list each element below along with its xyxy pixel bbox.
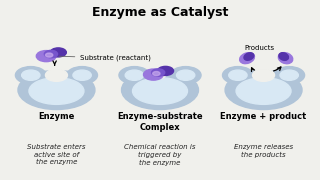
Ellipse shape: [278, 53, 293, 64]
Text: Enzyme + product: Enzyme + product: [220, 112, 307, 121]
Ellipse shape: [132, 78, 188, 104]
Ellipse shape: [279, 53, 288, 60]
Ellipse shape: [29, 78, 84, 104]
Circle shape: [170, 67, 201, 84]
Circle shape: [252, 69, 275, 81]
Ellipse shape: [225, 71, 302, 109]
Text: Enzyme-substrate
Complex: Enzyme-substrate Complex: [117, 112, 203, 132]
Circle shape: [177, 70, 195, 80]
Circle shape: [22, 70, 40, 80]
Ellipse shape: [244, 53, 254, 60]
Circle shape: [229, 70, 247, 80]
Circle shape: [45, 69, 68, 81]
Circle shape: [119, 67, 150, 84]
Ellipse shape: [240, 53, 254, 64]
Circle shape: [45, 53, 53, 57]
Text: Products: Products: [245, 45, 275, 51]
Circle shape: [152, 69, 165, 76]
Circle shape: [125, 70, 143, 80]
Ellipse shape: [18, 71, 95, 109]
Circle shape: [222, 67, 253, 84]
Text: Substrate enters
active site of
the enzyme: Substrate enters active site of the enzy…: [27, 144, 86, 165]
Text: Enzyme releases
the products: Enzyme releases the products: [234, 144, 293, 158]
Circle shape: [155, 72, 165, 78]
Ellipse shape: [122, 71, 198, 109]
Circle shape: [143, 69, 163, 80]
Circle shape: [50, 48, 66, 57]
Circle shape: [15, 67, 46, 84]
Circle shape: [157, 66, 173, 75]
Circle shape: [274, 67, 305, 84]
Circle shape: [73, 70, 91, 80]
Circle shape: [67, 67, 98, 84]
Circle shape: [280, 70, 298, 80]
Text: Substrate (reactant): Substrate (reactant): [59, 55, 151, 61]
Ellipse shape: [236, 78, 291, 104]
Circle shape: [44, 50, 58, 58]
Circle shape: [36, 51, 56, 62]
Text: Enzyme: Enzyme: [38, 112, 75, 121]
Text: Enzyme as Catalyst: Enzyme as Catalyst: [92, 6, 228, 19]
Text: Chemical reaction is
triggered by
the enzyme: Chemical reaction is triggered by the en…: [124, 144, 196, 166]
Circle shape: [153, 71, 160, 76]
